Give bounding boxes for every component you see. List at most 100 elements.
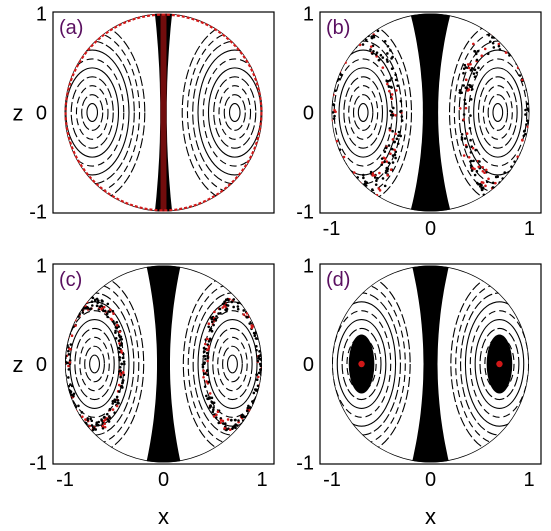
chaotic-ring-point	[515, 48, 519, 52]
chaotic-ring-point	[218, 307, 222, 311]
chaotic-ring-point	[529, 119, 530, 122]
chaotic-ring-point	[385, 160, 389, 163]
chaotic-ring-point	[388, 89, 391, 93]
chaotic-ring-point	[338, 148, 342, 151]
chaotic-ring-point	[493, 195, 497, 199]
chaotic-ring-point	[478, 160, 481, 163]
chaotic-ring-point	[69, 343, 73, 346]
chaotic-ring-point	[122, 360, 126, 363]
chaotic-ring-point	[386, 60, 389, 63]
chaotic-ring-point	[81, 422, 85, 426]
chaotic-ring-point	[93, 298, 97, 302]
chaotic-ring-point	[499, 23, 502, 26]
chaotic-ring-point	[389, 152, 392, 156]
orbit-right-3	[484, 336, 515, 392]
chaotic-ring-point	[71, 402, 75, 405]
chaotic-ring-point	[464, 106, 468, 110]
chaotic-ring-point	[68, 326, 72, 329]
chaotic-ring-point	[115, 320, 119, 324]
chaotic-ring-point	[205, 380, 208, 383]
chaotic-ring-point	[210, 329, 214, 333]
orbit-right-9	[186, 31, 263, 194]
chaotic-ring-point	[511, 30, 515, 33]
chaotic-ring-point	[523, 75, 526, 79]
chaotic-ring-point	[332, 168, 336, 172]
chaotic-ring-point	[67, 368, 71, 371]
chaotic-ring-point	[114, 326, 118, 329]
chaotic-ring-point	[390, 76, 393, 80]
chaotic-ring-point	[354, 45, 357, 48]
chaotic-ring-point	[510, 165, 513, 168]
x-tick-label: 1	[256, 469, 267, 491]
chaotic-ring-point	[212, 406, 215, 409]
chaotic-ring-point	[521, 68, 524, 72]
chaotic-ring-point	[487, 33, 491, 37]
chaotic-ring-point	[245, 306, 249, 309]
chaotic-ring-point	[524, 166, 528, 169]
chaotic-ring-point	[358, 181, 362, 185]
chaotic-ring-point	[458, 91, 462, 94]
chaotic-ring-point	[353, 45, 356, 49]
chaotic-ring-point	[256, 375, 260, 379]
chaotic-ring-point	[121, 371, 125, 375]
chaotic-ring-point	[120, 349, 123, 352]
chaotic-ring-point	[386, 169, 389, 173]
chaotic-ring-point	[251, 409, 255, 412]
chaotic-ring-point	[470, 67, 474, 70]
chaotic-ring-point	[70, 321, 74, 325]
orbit-left-5	[336, 319, 387, 409]
chaotic-ring-point	[387, 144, 391, 147]
chaotic-ring-point	[216, 410, 220, 414]
chaotic-ring-point	[105, 312, 109, 316]
chaotic-ring-point	[530, 95, 533, 98]
orbit-right-5	[473, 67, 523, 158]
chaotic-ring-point	[207, 380, 211, 384]
chaotic-ring-point	[207, 347, 210, 351]
chaotic-ring-point	[210, 400, 213, 404]
chaotic-ring-point	[369, 45, 373, 48]
chaotic-ring-point	[351, 190, 354, 194]
chaotic-ring-point	[108, 308, 112, 312]
chaotic-ring-point	[102, 416, 106, 419]
orbit-left-2	[352, 94, 374, 131]
chaotic-ring-point	[514, 49, 517, 53]
chaotic-ring-point	[483, 47, 487, 51]
chaotic-ring-point	[357, 186, 361, 190]
chaotic-ring-point	[210, 320, 214, 324]
chaotic-ring-point	[528, 78, 530, 82]
chaotic-ring-point	[117, 334, 121, 337]
chaotic-ring-point	[111, 402, 115, 405]
orbit-left-7	[65, 301, 130, 427]
chaotic-ring-point	[464, 102, 467, 106]
chaotic-ring-point	[349, 179, 352, 182]
chaotic-ring-point	[477, 165, 481, 169]
chaotic-ring-point	[345, 44, 348, 48]
chaotic-ring-point	[527, 87, 530, 90]
chaotic-ring-point	[334, 80, 337, 84]
chaotic-ring-point	[78, 416, 82, 420]
chaotic-ring-point	[391, 129, 394, 133]
chaotic-ring-point	[342, 54, 346, 58]
chaotic-ring-point	[510, 52, 514, 55]
chaotic-ring-point	[65, 354, 68, 358]
chaotic-ring-point	[70, 334, 74, 338]
chaotic-ring-point	[329, 90, 332, 93]
orbit-right-1	[492, 103, 504, 122]
chaotic-ring-point	[486, 52, 490, 56]
chaotic-ring-point	[354, 177, 357, 181]
x-tick-label: 1	[523, 469, 534, 491]
chaotic-ring-point	[530, 135, 533, 138]
chaotic-ring-point	[491, 186, 495, 189]
y-tick-label: -1	[29, 453, 47, 475]
chaotic-ring-point	[67, 364, 70, 368]
chaotic-ring-point	[391, 55, 394, 59]
chaotic-ring-point	[338, 70, 342, 73]
chaotic-ring-point	[471, 166, 474, 170]
chaotic-ring-point	[202, 354, 206, 358]
chaotic-ring-point	[521, 148, 525, 151]
chaotic-ring-point	[226, 418, 230, 421]
chaotic-ring-point	[522, 160, 526, 163]
central-chaotic-band	[410, 13, 451, 212]
chaotic-ring-point	[531, 91, 534, 94]
chaotic-ring-point	[336, 174, 340, 178]
